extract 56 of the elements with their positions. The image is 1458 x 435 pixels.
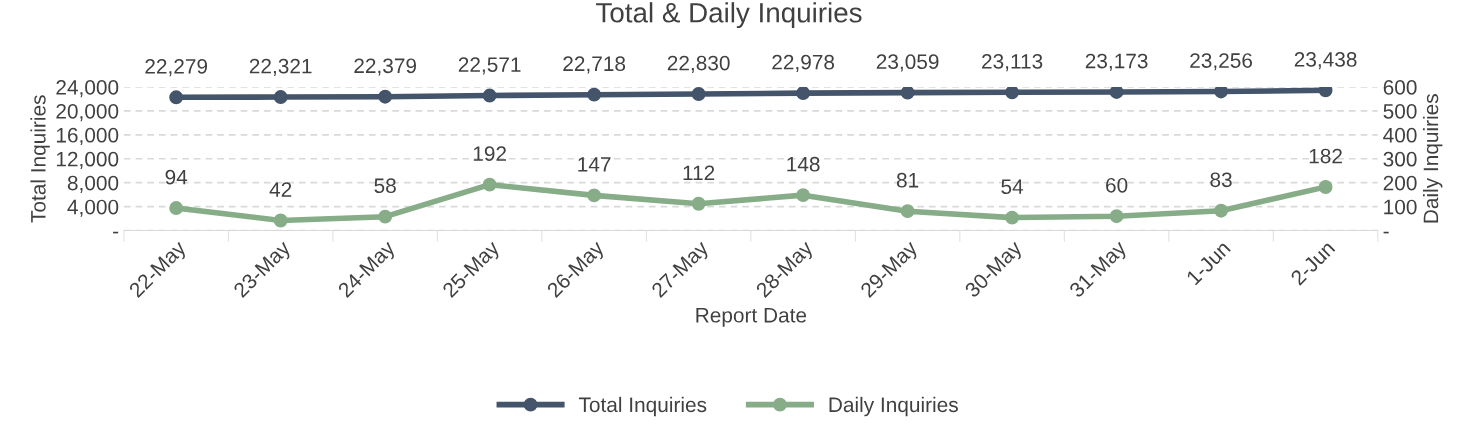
y2-tick-label: 100 (1384, 199, 1417, 215)
y2-tick-label: 200 (1383, 175, 1417, 191)
data-label: 147 (578, 157, 611, 172)
y2-tick-label: 600 (1383, 80, 1417, 95)
point (169, 201, 184, 216)
point (1005, 210, 1020, 225)
y-tick-label: 12,000 (56, 151, 119, 169)
data-label: 42 (269, 182, 292, 197)
point (1109, 209, 1124, 224)
y-tick-label: 4,000 (67, 199, 119, 217)
data-label: 192 (473, 146, 506, 162)
data-label: 23,059 (876, 54, 939, 72)
point (900, 204, 915, 219)
data-label: 112 (683, 165, 715, 180)
y2-tick-label: 400 (1383, 127, 1417, 143)
data-label: 22,379 (354, 58, 417, 76)
data-label: 22,279 (145, 58, 208, 77)
data-label: 23,173 (1085, 53, 1148, 71)
point (378, 209, 393, 224)
data-label: 94 (165, 169, 188, 185)
data-label: 148 (787, 156, 820, 172)
legend-label: Daily Inquiries (829, 396, 958, 417)
data-label: 23,256 (1190, 53, 1253, 71)
data-label: 23,113 (982, 53, 1043, 72)
y2-tick-label: - (1383, 231, 1389, 234)
data-label: 22,718 (563, 56, 626, 74)
x-axis-title: Report Date (696, 308, 807, 327)
data-label: 22,978 (772, 54, 835, 73)
y-tick-label: 24,000 (56, 80, 119, 98)
data-label: 83 (1210, 172, 1232, 188)
data-label: 60 (1106, 177, 1128, 193)
y2-axis-title: Daily Inquiries (1422, 94, 1443, 223)
point (796, 188, 811, 203)
y-axis-title: Total Inquiries (30, 95, 50, 223)
data-label: 22,830 (667, 55, 730, 73)
point (1214, 203, 1229, 218)
data-label: 58 (374, 178, 396, 194)
data-label: 23,438 (1294, 52, 1357, 70)
data-label: 182 (1309, 148, 1342, 164)
point (273, 213, 288, 228)
point (1318, 180, 1333, 194)
y-tick-label: - (113, 231, 119, 234)
data-label: 22,321 (249, 58, 312, 76)
data-label: 81 (896, 172, 919, 188)
chart-title: Total & Daily Inquiries (596, 2, 862, 29)
data-label: 22,571 (458, 57, 521, 75)
y-tick-label: 16,000 (56, 127, 119, 146)
y-tick-label: 20,000 (56, 103, 119, 122)
legend-label: Total Inquiries (578, 396, 707, 417)
y-tick-label: 8,000 (67, 175, 119, 193)
y2-tick-label: 500 (1383, 103, 1417, 119)
point (587, 188, 602, 203)
y2-tick-label: 300 (1383, 151, 1417, 167)
point (482, 177, 497, 192)
data-label: 54 (1001, 179, 1024, 195)
point (691, 196, 706, 211)
